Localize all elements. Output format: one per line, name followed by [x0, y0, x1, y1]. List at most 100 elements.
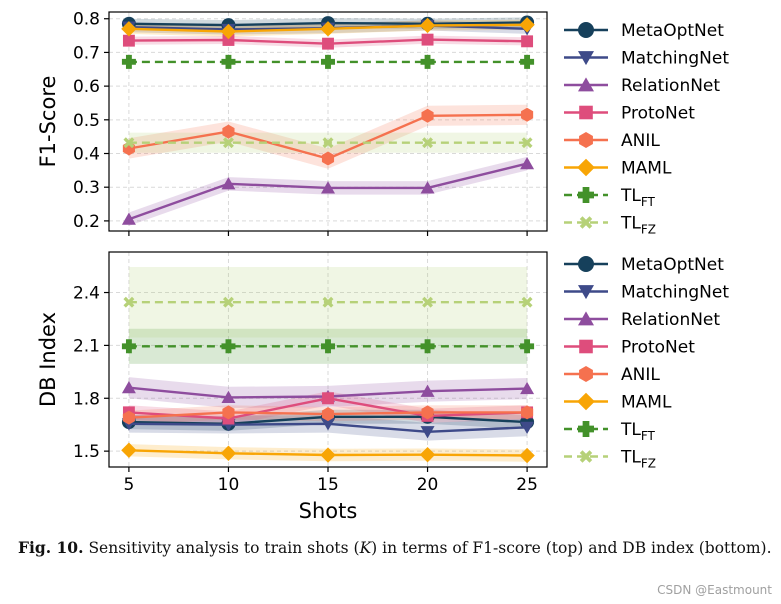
x-axis-label: Shots — [299, 499, 358, 523]
point-tlfz-15 — [322, 296, 334, 308]
point-maml-10 — [220, 445, 237, 461]
top-panel: 0.2 0.3 0.4 0.5 0.6 0.7 0.8 F1-Score — [36, 10, 548, 236]
legend-entry-relationnet: RelationNet — [564, 310, 720, 330]
point-anil-20 — [421, 108, 434, 123]
point-relationnet-25 — [520, 156, 535, 170]
point-anil-25 — [521, 107, 534, 122]
legend-label: MetaOptNet — [621, 21, 724, 41]
ytick-label-0.8: 0.8 — [73, 10, 100, 30]
legend-subscript: FZ — [641, 457, 656, 471]
ytick-label-0.2: 0.2 — [73, 212, 100, 232]
caption-text-before: Sensitivity analysis to train shots ( — [88, 539, 360, 557]
legend-entry-anil: ANIL — [564, 131, 660, 151]
legend-entry-metaoptnet: MetaOptNet — [564, 255, 724, 275]
point-protonet-20 — [421, 33, 434, 46]
point-anil-20 — [421, 405, 434, 420]
legend-marker-tlfz — [579, 216, 593, 229]
legend-subscript: FZ — [641, 223, 656, 237]
legend-entry-maml: MAML — [564, 393, 672, 413]
plot-area — [121, 15, 535, 226]
legend-label: ANIL — [621, 131, 660, 151]
legend-entry-tlft: TLFT — [564, 420, 656, 443]
point-tlft-15 — [321, 339, 335, 354]
legend-marker-matchingnet — [578, 285, 594, 300]
point-relationnet-25 — [520, 381, 535, 395]
legend-top: MetaOptNet MatchingNet RelationNet ProtoNet… — [564, 21, 729, 237]
legend-label: TLFZ — [620, 448, 656, 471]
point-relationnet-15 — [321, 181, 335, 194]
legend-marker-metaoptnet — [578, 22, 594, 38]
y-axis-label: DB Index — [36, 312, 60, 407]
point-anil-25 — [521, 405, 534, 420]
legend-label: MAML — [621, 159, 672, 179]
legend-label: TLFZ — [620, 214, 656, 237]
legend-entry-protonet: ProtoNet — [564, 104, 695, 124]
point-tlfz-20 — [422, 296, 434, 308]
legend-label: ANIL — [621, 365, 660, 385]
point-tlft-5 — [121, 54, 136, 69]
legend-marker-maml — [577, 392, 595, 411]
point-tlft-15 — [321, 54, 335, 69]
legend-label: RelationNet — [621, 76, 720, 96]
legend-entry-relationnet: RelationNet — [564, 76, 720, 96]
point-relationnet-5 — [121, 381, 136, 394]
legend-label: TLFT — [620, 420, 656, 443]
point-relationnet-10 — [221, 177, 236, 190]
legend-label: RelationNet — [621, 310, 720, 330]
xtick-label-25: 25 — [516, 475, 538, 495]
point-tlft-20 — [420, 54, 435, 69]
point-tlft-20 — [420, 339, 435, 354]
point-tlft-25 — [520, 54, 535, 69]
legend-marker-protonet — [579, 339, 593, 354]
legend-entry-tlfz: TLFZ — [564, 448, 656, 471]
point-matchingnet-25 — [520, 421, 535, 434]
caption-variable: K — [359, 539, 372, 557]
point-relationnet-20 — [420, 181, 435, 194]
legend-marker-relationnet — [578, 77, 594, 92]
point-tlft-10 — [221, 339, 236, 354]
point-tlft-25 — [520, 339, 535, 354]
ytick-label-0.4: 0.4 — [73, 145, 100, 165]
point-anil-10 — [222, 405, 235, 420]
point-protonet-15 — [322, 392, 334, 405]
caption-label: Fig. 10. — [18, 538, 84, 557]
legend-label: TLFT — [620, 186, 656, 209]
legend-marker-anil — [579, 366, 593, 382]
point-tlfz-25 — [521, 137, 533, 149]
ytick-label-1.5: 1.5 — [73, 442, 100, 462]
legend-subscript: FT — [641, 195, 656, 209]
legend-label: ProtoNet — [621, 338, 695, 358]
legend-entry-tlfz: TLFZ — [564, 214, 656, 237]
point-anil-10 — [222, 124, 235, 139]
point-maml-25 — [519, 447, 535, 464]
legend-subscript: FT — [641, 429, 656, 443]
point-anil-15 — [321, 151, 335, 166]
legend-marker-relationnet — [578, 311, 594, 326]
ytick-label-0.6: 0.6 — [73, 77, 100, 97]
xtick-label-20: 20 — [417, 475, 439, 495]
point-tlfz-20 — [422, 137, 434, 149]
point-maml-20 — [419, 17, 436, 34]
legend-label: MetaOptNet — [621, 255, 724, 275]
caption-text-after: ) in terms of F1-score (top) and DB inde… — [371, 539, 772, 557]
point-anil-15 — [321, 407, 335, 422]
legend-marker-protonet — [579, 105, 593, 120]
legend-marker-tlft — [578, 187, 594, 203]
point-protonet-25 — [521, 35, 534, 48]
ytick-label-0.7: 0.7 — [73, 43, 100, 63]
y-axis-label: F1-Score — [36, 76, 60, 168]
point-maml-10 — [220, 23, 237, 40]
point-tlft-10 — [221, 54, 236, 69]
legend-entry-matchingnet: MatchingNet — [564, 49, 729, 69]
ytick-label-0.5: 0.5 — [73, 111, 100, 131]
xtick-label-15: 15 — [317, 475, 339, 495]
point-matchingnet-20 — [420, 426, 435, 439]
point-relationnet-20 — [420, 384, 435, 397]
legend-entry-tlft: TLFT — [564, 186, 656, 209]
bottom-panel: 1.5 1.8 2.1 2.4 5 10 15 20 25 DB Index Shots — [36, 251, 548, 523]
ytick-label-2.1: 2.1 — [73, 336, 100, 356]
legend-entry-maml: MAML — [564, 159, 672, 179]
point-maml-15 — [320, 447, 336, 463]
point-matchingnet-15 — [321, 418, 335, 431]
point-tlfz-15 — [322, 137, 334, 149]
